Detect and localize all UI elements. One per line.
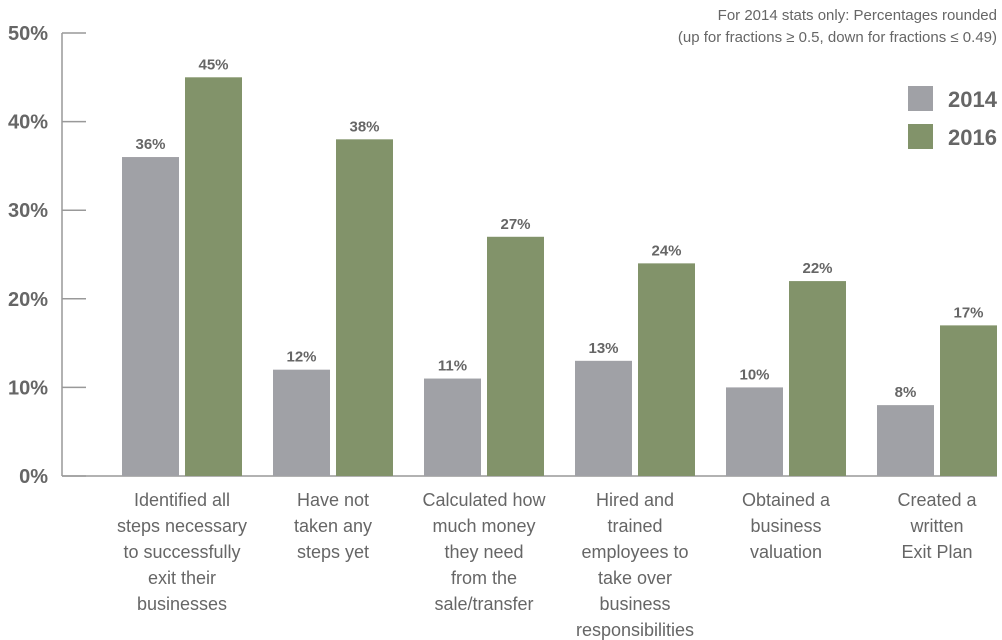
y-tick-label: 40%: [8, 112, 48, 134]
category-label: Calculated how much money they need from th…: [422, 490, 546, 614]
legend-label-2014: 2014: [948, 87, 998, 112]
category-label-line: steps necessary: [117, 516, 247, 536]
category-label-line: Have not: [297, 490, 369, 510]
bar-2014: [424, 378, 481, 476]
category-label-line: much money: [432, 516, 535, 536]
y-tick-label: 0%: [19, 466, 48, 488]
value-label-2016: 45%: [198, 56, 228, 73]
category-label-line: Obtained a: [742, 490, 831, 510]
category-label-line: exit their: [148, 568, 216, 588]
y-tick-label: 50%: [8, 23, 48, 45]
bar-2014: [122, 157, 179, 477]
category-label-line: business: [750, 516, 821, 536]
category-label: Have not taken any steps yet: [294, 490, 372, 562]
bar-2014: [273, 369, 330, 476]
rounding-note-line-1: For 2014 stats only: Percentages rounded: [718, 7, 997, 24]
category-label-line: trained: [607, 516, 662, 536]
category-label-line: Created a: [897, 490, 977, 510]
value-label-2014: 13%: [588, 340, 618, 357]
y-tick-label: 30%: [8, 200, 48, 222]
category-label: Obtained a business valuation: [742, 490, 831, 562]
value-label-2014: 11%: [438, 358, 467, 375]
category-label: Created a written Exit Plan: [897, 490, 977, 562]
legend-swatch-2014: [908, 86, 933, 111]
category-label-line: to successfully: [123, 542, 240, 562]
value-label-2016: 27%: [500, 216, 530, 233]
bar-2016: [185, 77, 242, 477]
category-label-line: Identified all: [134, 490, 230, 510]
value-label-2014: 12%: [286, 349, 316, 366]
value-label-2016: 24%: [651, 242, 681, 259]
bars: [122, 77, 997, 477]
category-label-line: business: [599, 594, 670, 614]
category-label-line: employees to: [581, 542, 688, 562]
value-labels: 36% 45% 12% 38% 11% 27% 13% 24% 10% 22% 8% 17%: [135, 56, 983, 401]
bar-2014: [726, 387, 783, 476]
category-label-line: valuation: [750, 542, 822, 562]
value-label-2016: 38%: [349, 118, 379, 135]
category-label: Hired and trained employees to take over bus…: [576, 490, 694, 640]
legend-label-2016: 2016: [948, 125, 997, 150]
bar-2016: [487, 236, 544, 476]
value-label-2014: 36%: [135, 136, 165, 153]
category-label-line: written: [909, 516, 963, 536]
rounding-note: For 2014 stats only: Percentages rounded…: [678, 7, 997, 46]
bar-2016: [940, 325, 997, 476]
category-label-line: steps yet: [297, 542, 369, 562]
bar-2014: [877, 405, 934, 476]
value-label-2016: 22%: [802, 260, 832, 277]
category-label-line: Exit Plan: [901, 542, 972, 562]
bar-2014: [575, 360, 632, 476]
bar-2016: [336, 139, 393, 476]
category-label-line: businesses: [137, 594, 227, 614]
bar-2016: [638, 263, 695, 476]
category-label-line: take over: [598, 568, 672, 588]
rounding-note-line-2: (up for fractions ≥ 0.5, down for fracti…: [678, 29, 997, 46]
category-label-line: Hired and: [596, 490, 674, 510]
legend-swatch-2016: [908, 124, 933, 149]
category-label-line: responsibilities: [576, 620, 694, 640]
value-label-2016: 17%: [953, 304, 983, 321]
y-tick-label: 10%: [8, 377, 48, 399]
category-label-line: Calculated how: [422, 490, 546, 510]
y-tick-label: 20%: [8, 289, 48, 311]
category-label-line: they need: [444, 542, 523, 562]
category-label-line: taken any: [294, 516, 372, 536]
value-label-2014: 10%: [739, 366, 769, 383]
category-label-line: from the: [451, 568, 517, 588]
category-label-line: sale/transfer: [434, 594, 533, 614]
bar-2016: [789, 281, 846, 476]
category-label: Identified all steps necessary to successf…: [117, 490, 247, 614]
value-label-2014: 8%: [895, 384, 917, 401]
y-axis-ticks: 0% 10% 20% 30% 40% 50%: [8, 23, 86, 488]
category-labels: Identified all steps necessary to successf…: [117, 490, 978, 640]
legend: 2014 2016: [908, 86, 998, 150]
